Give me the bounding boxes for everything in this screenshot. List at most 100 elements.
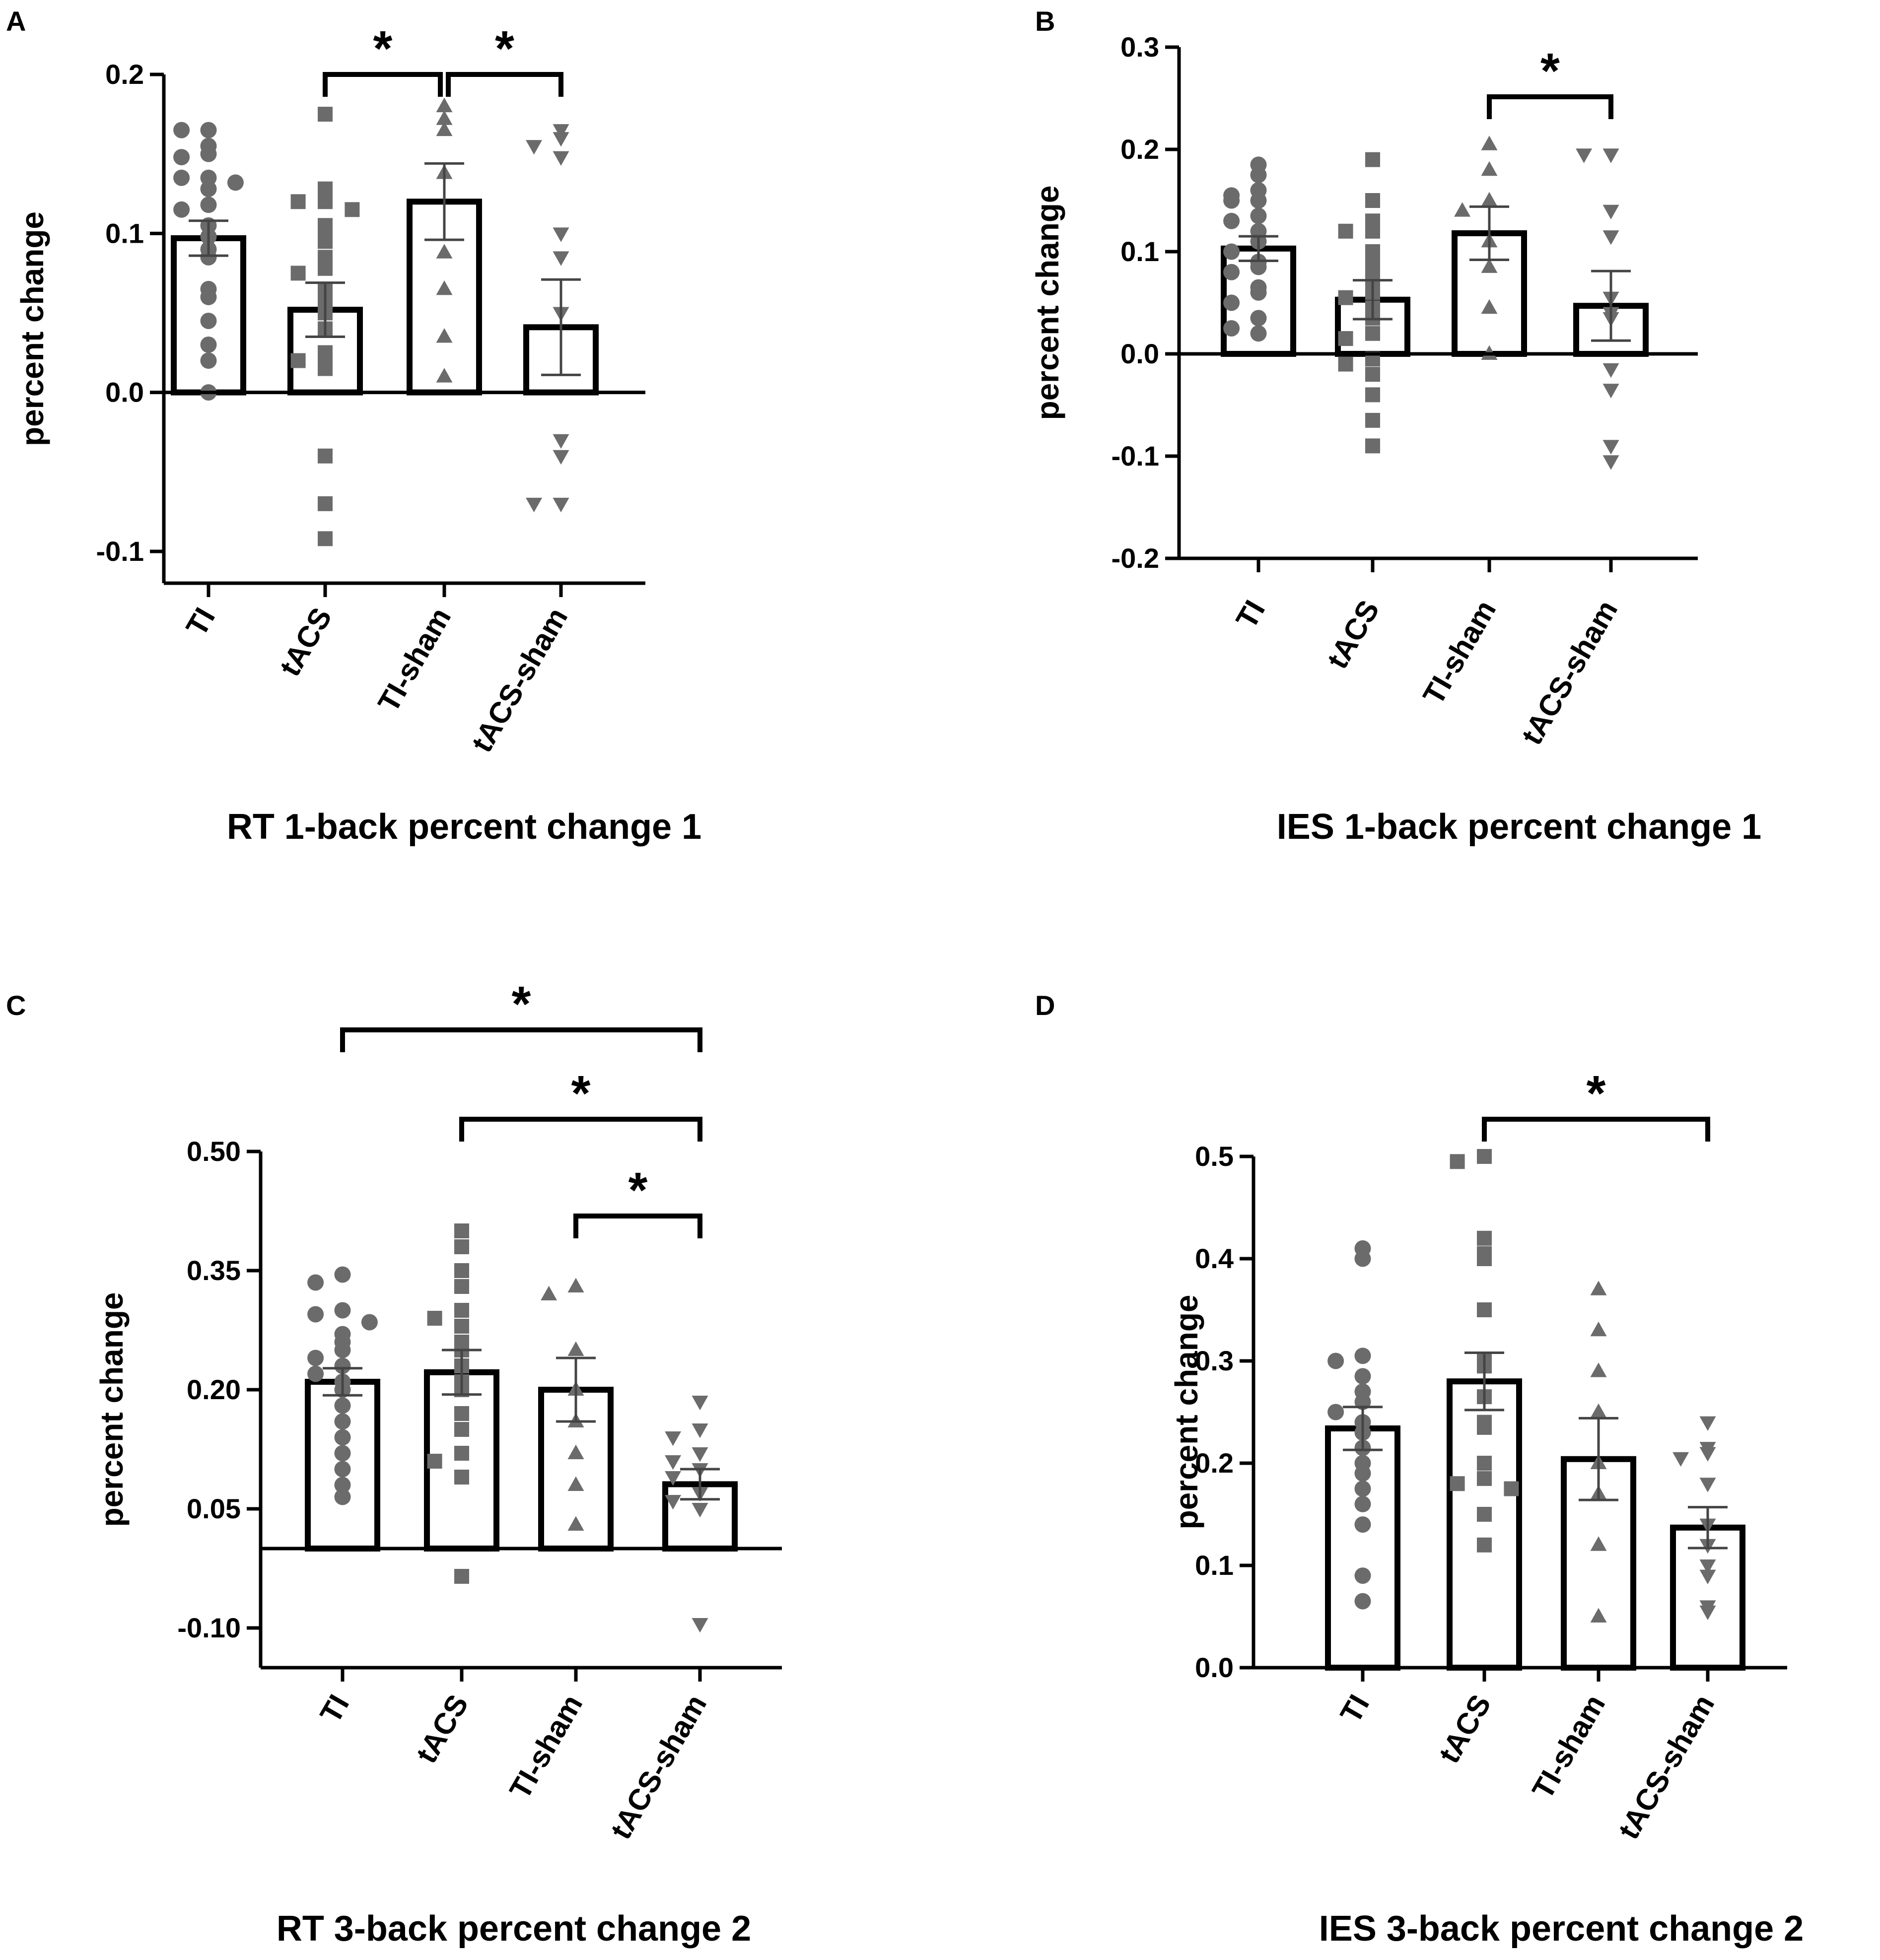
data-point xyxy=(1223,243,1240,260)
y-tick-label: 0.4 xyxy=(1195,1243,1234,1274)
data-point xyxy=(1223,264,1240,280)
data-point xyxy=(553,251,569,266)
y-tick-label: 0.2 xyxy=(105,59,144,90)
data-point xyxy=(1590,1281,1607,1295)
data-point xyxy=(1699,1559,1716,1574)
data-point xyxy=(307,1274,324,1291)
data-point xyxy=(454,1406,469,1421)
data-point xyxy=(334,1445,351,1462)
data-point xyxy=(1477,1149,1492,1164)
data-point xyxy=(200,288,217,305)
data-point xyxy=(173,169,190,186)
data-point xyxy=(318,194,333,209)
data-point xyxy=(454,1303,469,1318)
data-point xyxy=(1699,1605,1716,1621)
x-category-label: tACS xyxy=(410,1689,475,1769)
data-point xyxy=(1354,1495,1371,1512)
data-point xyxy=(436,244,453,259)
data-point xyxy=(553,124,569,139)
data-point xyxy=(1365,438,1380,454)
data-point xyxy=(454,1239,469,1254)
y-tick-label: 0.2 xyxy=(1120,134,1159,165)
y-tick-label: 0.50 xyxy=(187,1136,241,1167)
data-point xyxy=(1338,290,1353,305)
data-point xyxy=(1602,363,1619,378)
data-point xyxy=(334,1461,351,1478)
data-point xyxy=(1365,152,1380,167)
data-point xyxy=(200,249,217,266)
data-point xyxy=(307,1365,324,1382)
data-point xyxy=(454,1569,469,1584)
chart-title: RT 1-back percent change 1 xyxy=(227,807,701,847)
chart-title: IES 3-back percent change 2 xyxy=(1319,1909,1804,1949)
x-category-label: TI-sham xyxy=(1526,1689,1611,1805)
data-point xyxy=(1602,148,1619,163)
data-point xyxy=(1450,1154,1465,1169)
data-point xyxy=(665,1471,682,1486)
data-point xyxy=(1481,192,1498,206)
data-point xyxy=(1450,1476,1465,1491)
data-point xyxy=(454,1319,469,1334)
y-tick-label: 0.1 xyxy=(1120,236,1159,267)
data-point xyxy=(1504,1481,1519,1496)
data-point xyxy=(1365,387,1380,403)
data-point xyxy=(541,1285,557,1300)
data-point xyxy=(334,1357,351,1374)
x-category-label: TI xyxy=(180,602,222,642)
data-point xyxy=(427,1311,442,1326)
data-point xyxy=(1365,193,1380,208)
x-category-label: TI-sham xyxy=(371,602,457,718)
data-point xyxy=(553,151,569,166)
data-point xyxy=(173,201,190,218)
data-point xyxy=(692,1503,708,1518)
data-point xyxy=(200,122,217,138)
data-point xyxy=(345,202,360,217)
chart-title: IES 1-back percent change 1 xyxy=(1277,807,1761,847)
panel-letter: B xyxy=(1035,5,1055,37)
data-point xyxy=(1477,1251,1492,1266)
x-category-label: tACS xyxy=(273,602,338,682)
data-point xyxy=(334,1302,351,1319)
data-point xyxy=(1454,202,1471,217)
data-point xyxy=(1223,294,1240,311)
data-point xyxy=(692,1396,708,1411)
panel-d: D 0.0 0.1 0.2 0.3 0.4 0.5 percent change TI tACS T… xyxy=(1035,990,1804,1949)
data-point xyxy=(307,1306,324,1323)
panel-letter: C xyxy=(6,990,26,1021)
significance-bracket xyxy=(1482,1117,1710,1142)
data-point xyxy=(436,97,453,113)
data-point xyxy=(692,1618,708,1633)
data-point xyxy=(553,434,569,449)
x-category-label: tACS xyxy=(1321,595,1386,675)
y-tick-label: 0.3 xyxy=(1120,31,1159,63)
data-point xyxy=(200,337,217,353)
data-point xyxy=(692,1447,708,1462)
data-point xyxy=(200,145,217,162)
data-point xyxy=(334,1413,351,1430)
data-point xyxy=(1223,192,1240,209)
data-point xyxy=(1576,148,1593,163)
x-category-label: TI xyxy=(1230,595,1272,634)
y-tick-label: 0.0 xyxy=(105,377,144,408)
data-point xyxy=(1365,412,1380,428)
data-point xyxy=(1250,284,1267,301)
data-point xyxy=(1338,331,1353,346)
data-point xyxy=(454,1470,469,1485)
data-point xyxy=(1250,325,1267,342)
y-tick-label: -0.1 xyxy=(1112,440,1160,472)
data-point xyxy=(1477,1537,1492,1553)
data-point xyxy=(200,197,217,213)
data-point xyxy=(1354,1567,1371,1584)
data-point xyxy=(1223,212,1240,229)
panel-letter: A xyxy=(6,5,26,37)
data-point xyxy=(1481,135,1498,150)
data-point xyxy=(318,448,333,464)
panel-b: B -0.2 -0.1 0.0 0.1 0.2 0.3 percent change TI tAC… xyxy=(1030,5,1761,847)
significance-star: * xyxy=(373,21,393,76)
data-point xyxy=(567,1341,584,1356)
data-point xyxy=(454,1263,469,1278)
panel-c: C -0.10 0.05 0.20 0.35 0.50 percent change TI tA… xyxy=(6,976,782,1949)
x-category-label: TI-sham xyxy=(1416,595,1502,710)
data-point xyxy=(454,1279,469,1294)
data-point xyxy=(454,1446,469,1461)
